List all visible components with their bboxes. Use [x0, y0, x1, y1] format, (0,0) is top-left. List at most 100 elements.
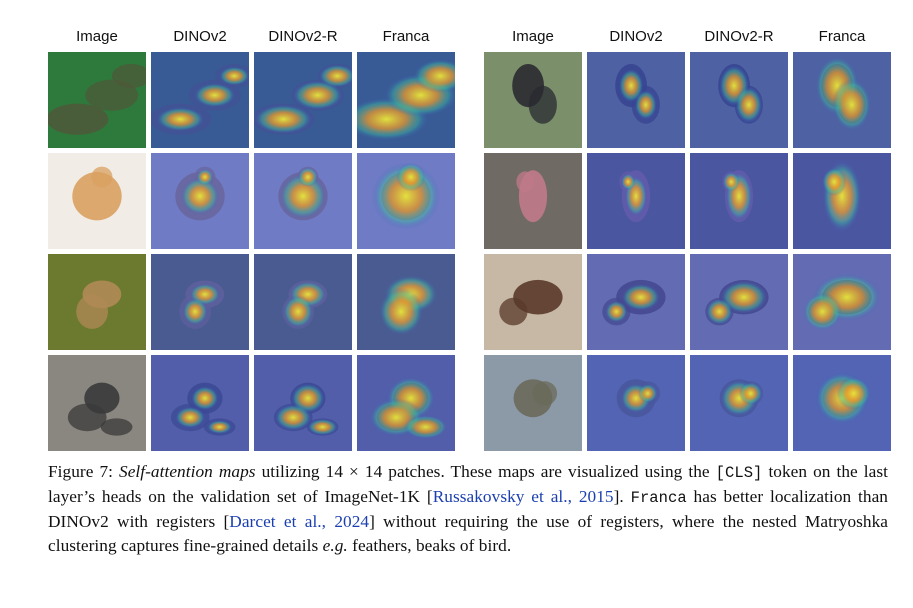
attention-map [357, 52, 455, 148]
attention-hotspot [156, 107, 205, 132]
attention-hotspot [706, 298, 733, 325]
hen-franca-cell [357, 153, 455, 249]
attention-hotspot [194, 83, 236, 108]
caption-label: Figure 7: [48, 462, 120, 481]
rickshaw-dinov2-cell [151, 355, 249, 451]
attention-map [587, 355, 685, 451]
photo-subject-shape [76, 294, 108, 329]
attention-hotspot [292, 80, 343, 110]
citation-russakovsky[interactable]: Russakovsky et al., 2015 [432, 487, 614, 506]
attention-hotspot [821, 167, 847, 197]
input-image [484, 153, 582, 249]
hen-image-cell [48, 153, 146, 249]
photo-subject-shape [532, 381, 558, 406]
rickshaw-franca-cell [357, 355, 455, 451]
attention-hotspot [196, 168, 214, 186]
attention-map [151, 254, 249, 350]
child-image-cell [484, 153, 582, 249]
attention-map [151, 355, 249, 451]
right-column-headers: Image DINOv2 DINOv2-R Franca [484, 24, 896, 52]
rickshaw-dinov2-r-cell [254, 355, 352, 451]
attention-hotspot [307, 418, 338, 436]
attention-map [690, 355, 788, 451]
bird-dinov2-r-cell [254, 254, 352, 350]
attention-hotspot [318, 64, 352, 88]
couple-image-cell [484, 52, 582, 148]
left-column-headers: Image DINOv2 DINOv2-R Franca [48, 24, 460, 52]
attention-map [254, 355, 352, 451]
caption-text-1: utilizing [255, 462, 326, 481]
bird-image-cell [48, 254, 146, 350]
left-header-franca: Franca [382, 28, 430, 45]
attention-hotspot [413, 59, 455, 93]
caption-text-2: patches. These maps are visualized using… [382, 462, 716, 481]
attention-map [254, 254, 352, 350]
attention-map [793, 153, 891, 249]
input-image [48, 153, 146, 249]
attention-hotspot [191, 386, 219, 411]
attention-map [587, 52, 685, 148]
caption-text-7: feathers, beaks of bird. [347, 536, 512, 555]
left-image-grid [48, 52, 460, 456]
photo-subject-shape [528, 85, 557, 124]
attention-map [690, 52, 788, 148]
left-figure-panel: Image DINOv2 DINOv2-R Franca [48, 24, 460, 456]
attention-map [690, 254, 788, 350]
horse-race-dinov2-r-cell [690, 254, 788, 350]
attention-hotspot [634, 90, 657, 120]
right-header-dinov2-r: DINOv2-R [704, 28, 774, 45]
left-header-dinov2: DINOv2 [173, 28, 227, 45]
attention-hotspot [403, 415, 448, 439]
attention-map [254, 153, 352, 249]
caption-math: 14 × 14 [325, 462, 383, 481]
horse-race-image-cell [484, 254, 582, 350]
caption-text-6: ] without requiring the use of registers… [48, 512, 889, 555]
jeep-dinov2-cell [587, 355, 685, 451]
photo-subject-shape [516, 171, 534, 193]
attention-map [793, 52, 891, 148]
attention-map [587, 254, 685, 350]
attention-hotspot [396, 162, 426, 192]
citation-darcet[interactable]: Darcet et al., 2024 [229, 512, 370, 531]
attention-hotspot [283, 295, 314, 328]
hen-dinov2-r-cell [254, 153, 352, 249]
left-header-image: Image [76, 28, 118, 45]
shark-dinov2-r-cell [254, 52, 352, 148]
attention-hotspot [722, 172, 740, 192]
caption-franca-name: Franca [630, 489, 687, 507]
child-dinov2-cell [587, 153, 685, 249]
attention-hotspot [180, 177, 220, 216]
attention-hotspot [739, 381, 763, 405]
attention-hotspot [836, 376, 871, 411]
input-image [48, 52, 146, 148]
attention-hotspot [638, 383, 658, 403]
caption-title: Self-attention maps [119, 462, 256, 481]
attention-hotspot [279, 173, 327, 220]
rickshaw-image-cell [48, 355, 146, 451]
hen-dinov2-cell [151, 153, 249, 249]
jeep-dinov2-r-cell [690, 355, 788, 451]
photo-subject-shape [67, 403, 107, 432]
right-image-grid [484, 52, 896, 456]
caption-text-4: ]. [613, 487, 631, 506]
attention-map [357, 355, 455, 451]
attention-map [254, 52, 352, 148]
right-header-dinov2: DINOv2 [609, 28, 663, 45]
attention-hotspot [802, 292, 842, 331]
attention-hotspot [621, 173, 636, 190]
attention-hotspot [182, 298, 208, 326]
shark-dinov2-cell [151, 52, 249, 148]
right-figure-panel: Image DINOv2 DINOv2-R Franca [484, 24, 896, 456]
input-image [48, 355, 146, 451]
attention-hotspot [254, 104, 313, 134]
left-header-dinov2-r: DINOv2-R [268, 28, 338, 45]
child-dinov2-r-cell [690, 153, 788, 249]
attention-hotspot [618, 68, 644, 103]
attention-map [151, 52, 249, 148]
right-header-franca: Franca [818, 28, 866, 45]
couple-franca-cell [793, 52, 891, 148]
attention-hotspot [219, 66, 249, 86]
couple-dinov2-r-cell [690, 52, 788, 148]
attention-map [357, 254, 455, 350]
attention-map [690, 153, 788, 249]
